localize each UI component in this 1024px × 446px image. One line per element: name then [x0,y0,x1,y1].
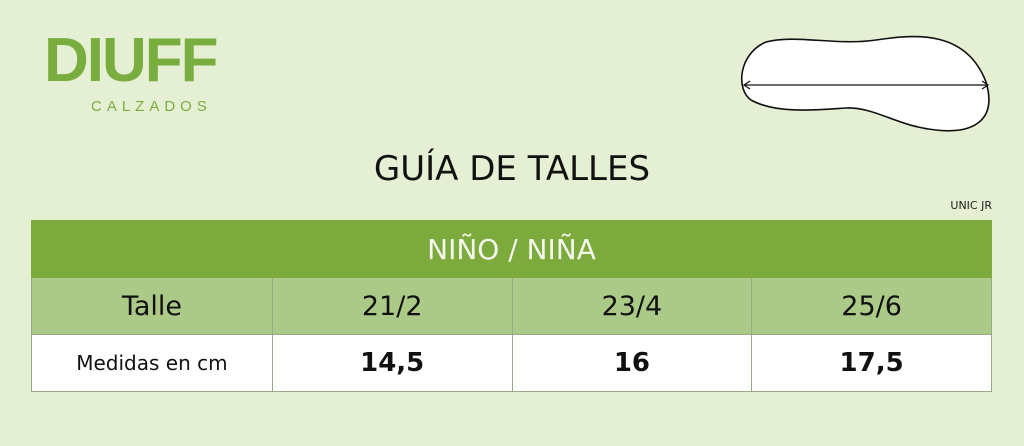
brand-subtitle: CALZADOS [91,98,212,115]
measure-cell: 17,5 [751,334,992,392]
size-table: NIÑO / NIÑA Talle 21/2 23/4 25/6 Medidas… [31,220,992,392]
header-cell: 21/2 [271,277,513,335]
page-title: GUÍA DE TALLES [373,149,651,189]
measure-cell: 16 [511,334,753,392]
foot-outline-icon [740,35,990,132]
size-row: Talle 21/2 23/4 25/6 [31,277,992,335]
arrow-heads [742,80,990,90]
header-cell: 23/4 [511,277,753,335]
section-row: NIÑO / NIÑA [31,220,992,278]
section-header: NIÑO / NIÑA [31,220,992,278]
header-cell: Talle [31,277,273,335]
row-label: Medidas en cm [31,334,273,392]
measure-row: Medidas en cm 14,5 16 17,5 [31,334,992,392]
measure-cell: 14,5 [271,334,513,392]
brand-name: DIUFF [44,26,219,95]
model-name: UNIC JR [950,199,992,212]
header-cell: 25/6 [751,277,992,335]
brand-logo: DIUFF CALZADOS [44,26,219,116]
